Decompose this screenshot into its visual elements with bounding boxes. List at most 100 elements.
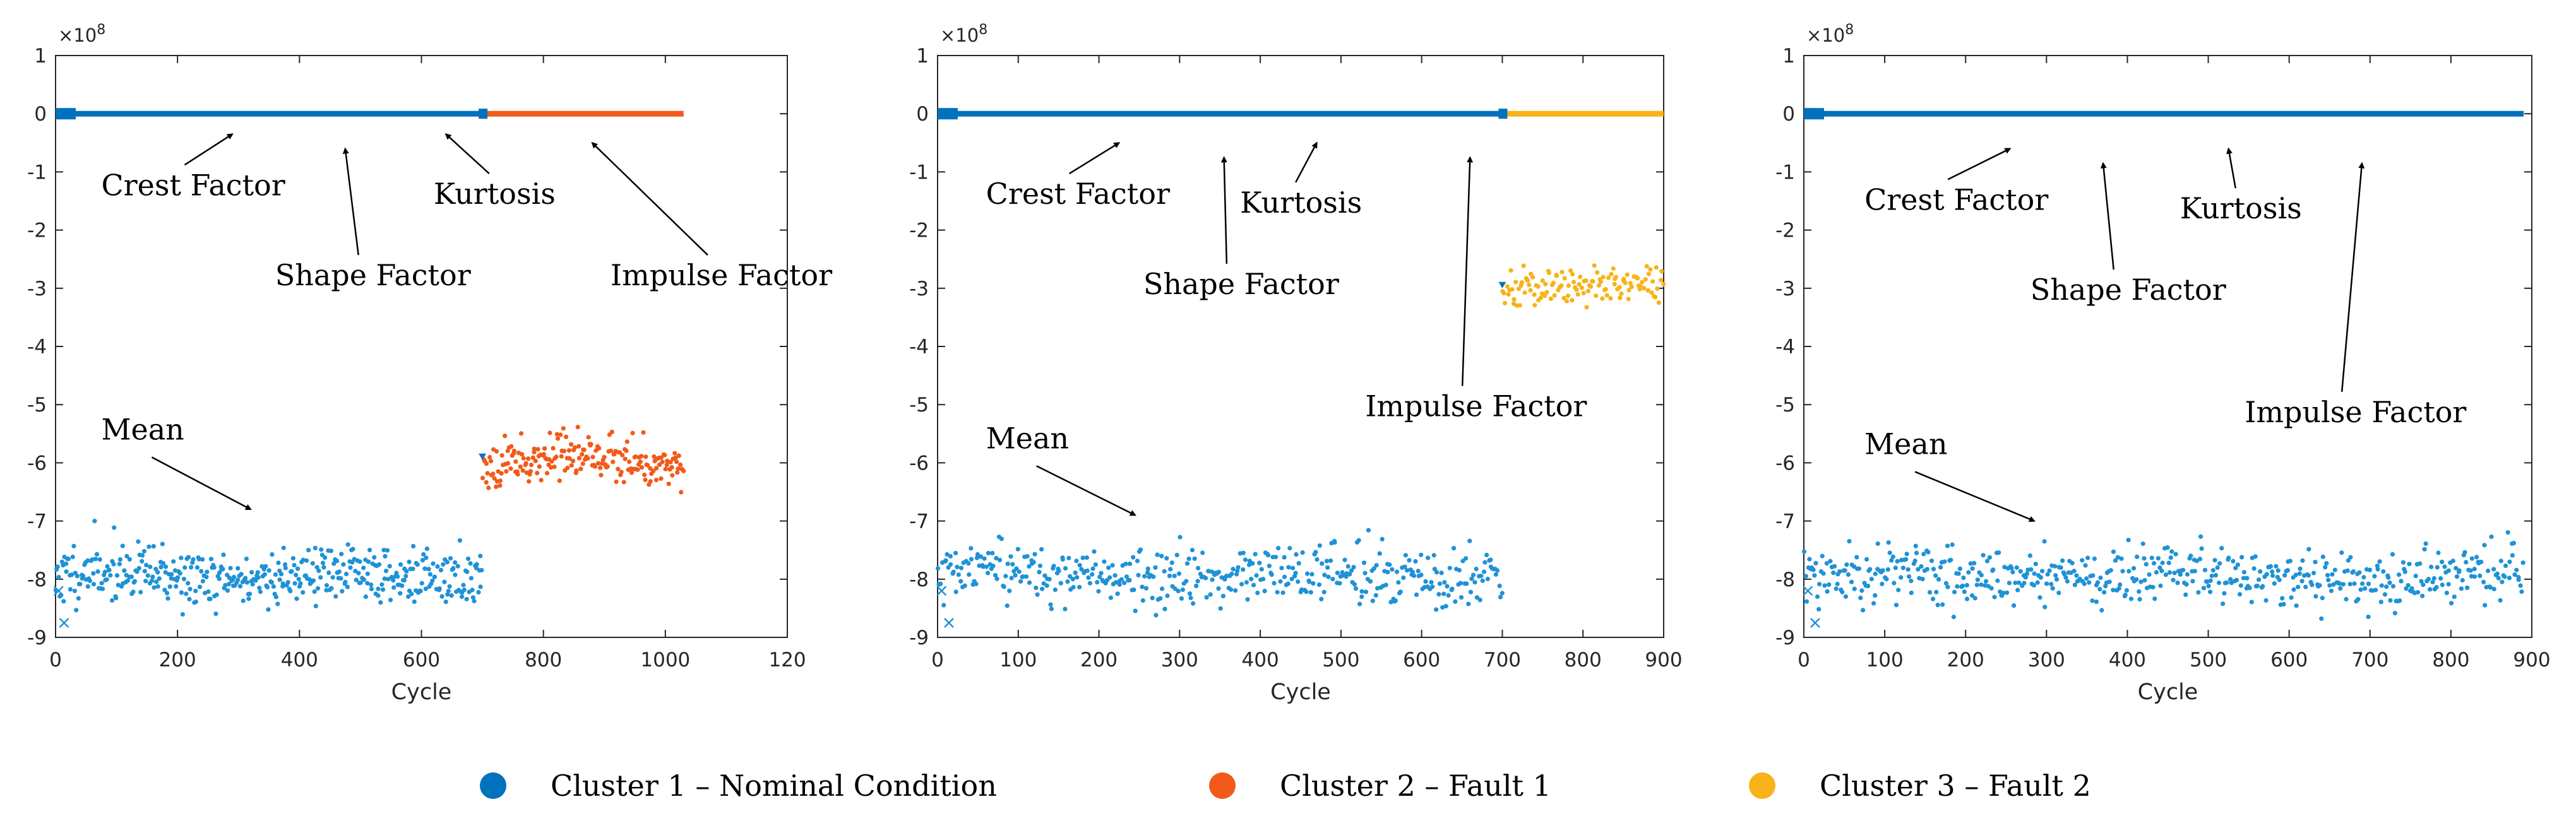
data-point [2255,583,2260,589]
data-point [1858,595,1863,601]
data-point [549,465,554,470]
data-point [2379,583,2384,588]
data-point [948,562,953,567]
data-point [1071,584,1076,590]
y-tick-label: -4 [27,336,47,358]
data-point [1014,566,1019,571]
data-point [528,469,534,474]
data-point [366,559,371,564]
data-point [66,557,71,562]
annotation-arrow [2100,162,2114,270]
data-point [1325,565,1330,570]
data-point [2434,584,2439,590]
data-point [2027,553,2032,558]
data-point [2149,555,2154,560]
data-point [1407,558,1412,563]
data-point [1255,590,1260,596]
data-point [2332,567,2337,572]
data-point [1817,582,1822,587]
data-point [323,555,328,560]
data-point [1413,558,1418,564]
start-marker [1803,586,1813,596]
data-point [1044,583,1049,588]
data-point [1180,587,1185,593]
data-point [2320,554,2325,559]
data-point [643,454,648,459]
data-point [160,561,166,566]
data-point [1311,581,1316,586]
series-factors-0 [56,108,483,120]
data-point [2346,558,2351,563]
data-point [2323,565,2328,570]
data-point [2173,552,2178,557]
data-point [1924,567,1929,572]
data-point [969,546,974,551]
data-point [1335,570,1340,576]
data-point [282,562,288,567]
data-point [2345,568,2350,573]
x-tick-label: 400 [2109,649,2146,671]
y-tick-label: 0 [1782,103,1795,126]
data-point [1117,582,1122,587]
data-point [1231,567,1236,572]
data-point [2272,581,2277,586]
data-point [1363,570,1368,576]
data-point [1282,574,1287,579]
data-point [1075,575,1080,580]
data-point [2268,564,2273,569]
data-point [1502,300,1508,305]
data-point [1612,281,1617,287]
data-point [228,565,233,570]
data-point [2090,598,2095,603]
data-point [2192,569,2197,574]
data-point [2378,600,2383,605]
data-point [247,591,253,596]
x-tick-label: 200 [159,649,196,671]
data-point [511,448,516,454]
data-point [1436,592,1441,597]
legend-item-cluster-3: Cluster 3 – Fault 2 [1749,751,2091,820]
data-point [476,589,481,595]
data-point [2014,565,2019,570]
data-point [527,479,532,484]
data-point [1991,567,1996,572]
data-point [1294,552,1299,557]
data-point [1594,293,1599,298]
data-point [1070,577,1075,582]
data-point [294,572,299,577]
data-point [1143,586,1149,591]
data-point [388,598,393,603]
data-point [1945,584,1950,589]
data-point [1815,594,1820,600]
data-point [455,564,460,569]
data-point [1260,576,1266,582]
data-point [1145,566,1150,571]
data-point [320,560,326,565]
data-point [1900,565,1905,570]
data-point [2373,588,2378,593]
data-point [2049,582,2054,587]
data-point [114,573,120,578]
data-point [1184,579,1189,584]
data-point [1488,557,1493,562]
data-point [112,525,117,530]
data-point [1451,546,1457,551]
data-point [676,453,681,458]
data-point [1112,573,1118,578]
data-point [2406,582,2411,588]
data-point [520,468,525,473]
data-point [447,584,452,589]
data-point [1124,574,1130,579]
data-point [2275,568,2281,573]
data-point [1512,297,1517,302]
data-point [1001,584,1006,589]
data-point [1568,268,1573,273]
data-point [1983,579,1989,584]
data-point [306,548,311,553]
data-point [2018,569,2023,574]
data-point [1846,572,1851,577]
data-point [1119,577,1124,582]
data-point [1159,586,1165,591]
data-point [1296,579,1301,584]
data-point [1349,568,1354,573]
